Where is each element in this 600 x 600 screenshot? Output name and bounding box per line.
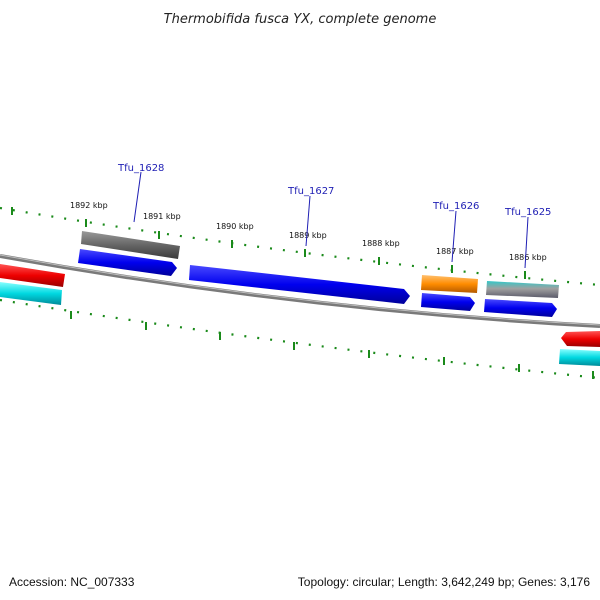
major-tick [11, 207, 13, 215]
major-tick [158, 231, 160, 239]
cds-arrow-tfu-1627[interactable] [189, 265, 410, 304]
gene-label-tfu-1627[interactable]: Tfu_1627 [287, 186, 334, 197]
gene-leader-line [305, 195, 311, 247]
feature-teal-tfu-1625[interactable] [486, 281, 559, 298]
kbp-label: 1890 kbp [216, 222, 254, 231]
major-tick [219, 332, 221, 340]
major-tick [518, 364, 520, 372]
major-tick [443, 357, 445, 365]
feature-red-right[interactable] [561, 331, 600, 347]
major-tick [304, 249, 306, 257]
major-tick [592, 371, 594, 379]
genome-summary-text: Topology: circular; Length: 3,642,249 bp… [298, 575, 591, 589]
cds-arrow-tfu-1628[interactable] [78, 249, 177, 276]
map-title: Thermobifida fusca YX, complete genome [164, 12, 437, 27]
feature-cyan-right[interactable] [559, 349, 600, 366]
kbp-label: 1892 kbp [70, 201, 108, 210]
genome-backbone-highlight [0, 254, 600, 326]
major-tick [70, 311, 72, 319]
genome-backbone [0, 254, 600, 328]
kbp-label: 1886 kbp [509, 253, 547, 262]
inner-tick-track [0, 298, 600, 380]
gene-label-tfu-1625[interactable]: Tfu_1625 [504, 207, 551, 218]
major-tick [451, 265, 453, 273]
accession-text: Accession: NC_007333 [9, 575, 135, 589]
major-tick [378, 257, 380, 265]
feature-orange-tfu-1626[interactable] [421, 275, 478, 293]
kbp-label: 1888 kbp [362, 239, 400, 248]
cds-arrow-tfu-1626[interactable] [421, 293, 475, 311]
major-tick [231, 240, 233, 248]
major-ticks [11, 207, 594, 379]
outer-tick-track [0, 206, 600, 287]
kbp-label: 1889 kbp [289, 231, 327, 240]
major-tick [293, 342, 295, 350]
gene-leader-line [451, 210, 457, 263]
gene-leader-line [133, 171, 142, 223]
feature-red-left[interactable] [0, 264, 65, 287]
gene-leader-line [524, 216, 529, 269]
feature-cyan-left[interactable] [0, 282, 62, 305]
major-tick [145, 322, 147, 330]
cds-arrow-tfu-1625[interactable] [484, 299, 557, 317]
major-tick [524, 271, 526, 279]
kbp-label: 1887 kbp [436, 247, 474, 256]
kbp-label: 1891 kbp [143, 212, 181, 221]
gene-label-tfu-1628[interactable]: Tfu_1628 [117, 163, 164, 174]
major-tick [368, 350, 370, 358]
major-tick [85, 219, 87, 227]
feature-gray-tfu-1628[interactable] [81, 231, 180, 259]
gene-label-tfu-1626[interactable]: Tfu_1626 [432, 201, 479, 212]
